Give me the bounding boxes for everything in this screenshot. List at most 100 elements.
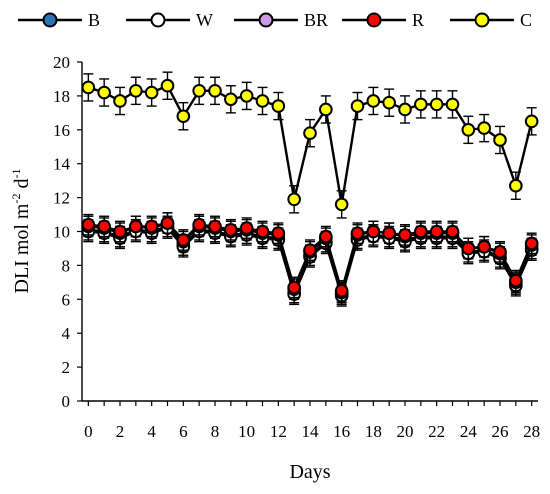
x-tick-label: 8 [211, 422, 220, 441]
legend-item-br: BR [234, 10, 328, 30]
legend-label: BR [304, 10, 328, 30]
x-axis-title: Days [289, 461, 330, 483]
data-point [303, 126, 317, 140]
data-point [350, 226, 365, 240]
y-tick-label: 0 [62, 392, 71, 411]
legend-label: W [196, 10, 213, 30]
data-point [97, 219, 111, 234]
data-point [398, 102, 412, 117]
data-point [414, 97, 428, 112]
legend-marker [474, 12, 490, 28]
y-tick-label: 16 [53, 121, 70, 140]
x-tick-label: 18 [365, 422, 382, 441]
y-tick-label: 18 [53, 87, 70, 106]
data-point [271, 226, 286, 240]
data-point [414, 224, 428, 239]
data-point [144, 85, 159, 100]
y-tick-label: 6 [62, 290, 71, 309]
data-point [429, 224, 444, 239]
y-tick-label: 14 [53, 155, 71, 174]
y-axis-title-exp2: -1 [9, 169, 23, 179]
data-point [350, 99, 365, 113]
x-tick-label: 4 [147, 422, 156, 441]
data-point [113, 94, 127, 108]
data-point [445, 97, 460, 112]
data-point [239, 89, 254, 103]
data-point [334, 284, 349, 298]
data-point [81, 80, 96, 95]
x-tick-label: 14 [302, 422, 320, 441]
data-point [524, 114, 539, 129]
y-axis-title: DLI mol m-2 d-1 [9, 169, 33, 294]
x-tick-label: 26 [492, 422, 509, 441]
data-point [477, 121, 491, 135]
data-point [287, 192, 301, 207]
data-point [144, 219, 159, 234]
x-tick-label: 20 [397, 422, 414, 441]
x-tick-label: 12 [270, 422, 287, 441]
data-point [160, 216, 175, 230]
legend-marker [258, 12, 274, 28]
y-tick-label: 2 [62, 358, 71, 377]
x-tick-label: 10 [238, 422, 255, 441]
data-point [81, 217, 96, 232]
legend-label: R [412, 10, 424, 30]
data-point [493, 133, 507, 147]
x-tick-label: 2 [116, 422, 125, 441]
data-point [113, 224, 127, 239]
data-point [160, 78, 175, 93]
x-tick-label: 24 [460, 422, 478, 441]
y-ticks: 0 2 4 6 8 10 12 14 16 18 20 [53, 53, 82, 411]
y-tick-label: 10 [53, 223, 70, 242]
data-point [382, 226, 396, 240]
x-tick-label: 28 [523, 422, 540, 441]
data-point [176, 109, 191, 124]
legend-label: B [88, 10, 100, 30]
x-tick-label: 6 [179, 422, 188, 441]
data-point [461, 241, 476, 256]
data-point [429, 97, 444, 112]
data-point [208, 219, 222, 234]
data-point [334, 197, 349, 212]
data-point [255, 224, 270, 239]
x-ticks: 0 2 4 6 8 10 12 14 16 18 20 22 24 26 28 [84, 401, 540, 441]
data-point [255, 94, 270, 108]
data-point [398, 228, 412, 242]
series-group [81, 71, 539, 307]
legend-item-r: R [342, 10, 424, 30]
data-point [445, 224, 460, 239]
data-point [224, 223, 238, 237]
series-r [81, 212, 539, 302]
data-point [224, 92, 238, 107]
data-point [192, 217, 206, 232]
legend-item-c: C [450, 10, 532, 30]
data-point [319, 102, 333, 117]
y-tick-label: 4 [62, 324, 71, 343]
legend-marker [150, 12, 166, 28]
y-axis-title-mid: d [11, 179, 33, 194]
data-point [287, 280, 301, 295]
data-point [509, 273, 523, 288]
data-point [319, 229, 333, 244]
legend-item-w: W [126, 10, 213, 30]
legend-marker [366, 12, 382, 28]
y-tick-label: 12 [53, 189, 70, 208]
data-point [477, 239, 491, 254]
x-tick-label: 16 [333, 422, 350, 441]
x-tick-label: 0 [84, 422, 93, 441]
data-point [366, 224, 381, 239]
y-axis-title-exp1: -2 [9, 194, 23, 204]
series-c [81, 71, 539, 219]
data-point [303, 243, 317, 257]
data-point [97, 85, 111, 100]
data-point [366, 94, 381, 108]
legend-label: C [520, 10, 532, 30]
data-point [176, 233, 191, 247]
data-point [382, 95, 396, 110]
data-point [208, 84, 222, 98]
data-point [524, 236, 539, 251]
legend-item-b: B [18, 10, 100, 30]
data-point [129, 219, 143, 234]
